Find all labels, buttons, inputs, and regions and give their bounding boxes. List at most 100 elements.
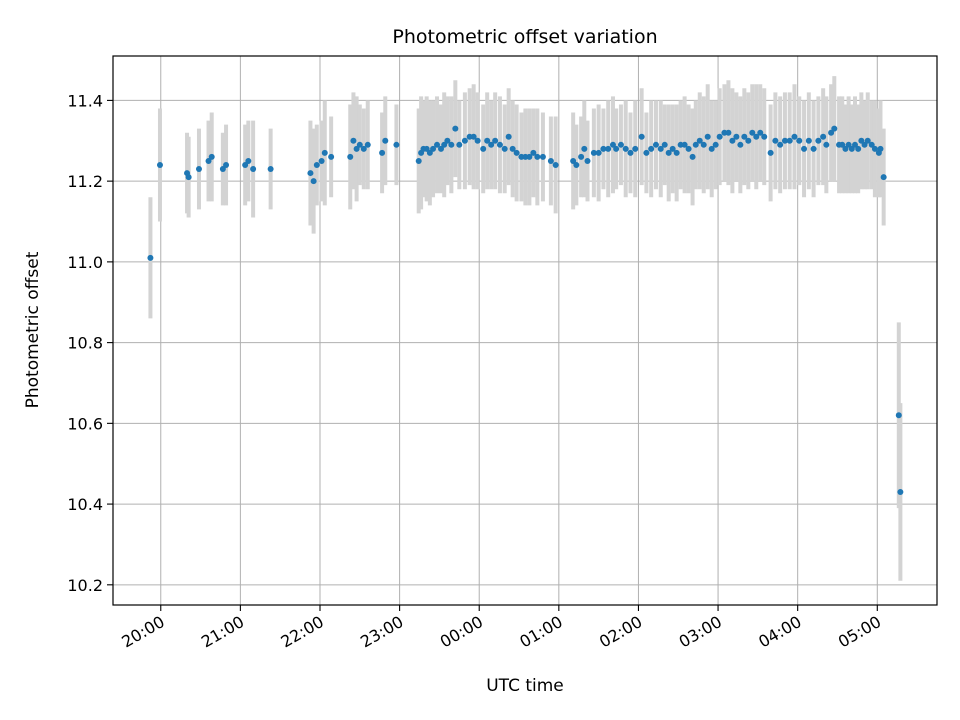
y-tick-label: 10.8 [67, 334, 103, 353]
data-point [156, 161, 163, 168]
data-point [461, 137, 468, 144]
data-point [733, 133, 740, 140]
data-point [430, 145, 437, 152]
plot-area-frame [112, 55, 938, 606]
data-point [350, 137, 357, 144]
data-point [685, 145, 692, 152]
data-point [267, 166, 274, 173]
data-point [897, 488, 904, 495]
data-point [356, 141, 363, 148]
data-point [777, 141, 784, 148]
data-point [452, 125, 459, 132]
data-point [573, 161, 580, 168]
y-tick-label: 10.4 [67, 495, 103, 514]
data-point [700, 141, 707, 148]
data-point [590, 149, 597, 156]
data-point [488, 141, 495, 148]
data-point [781, 137, 788, 144]
data-point [823, 141, 830, 148]
data-point [696, 137, 703, 144]
chart-title: Photometric offset variation [392, 26, 657, 48]
data-point [552, 161, 559, 168]
y-axis-ticks: 10.2 10.4 10.6 10.8 11.0 11.2 11.4 [67, 91, 113, 595]
data-point [456, 141, 463, 148]
data-point [652, 141, 659, 148]
data-point [815, 137, 822, 144]
data-point [509, 145, 516, 152]
data-point [205, 157, 212, 164]
data-point [496, 141, 503, 148]
grid-lines [113, 56, 937, 605]
data-point [393, 141, 400, 148]
data-point [526, 153, 533, 160]
data-point [307, 170, 314, 177]
data-point [745, 137, 752, 144]
data-point [681, 141, 688, 148]
data-point [805, 137, 812, 144]
data-point [147, 254, 154, 261]
data-point [880, 174, 887, 181]
data-point [530, 149, 537, 156]
data-point [864, 137, 871, 144]
data-point [208, 153, 215, 160]
data-point [851, 141, 858, 148]
data-point [753, 133, 760, 140]
data-point [708, 145, 715, 152]
data-point [415, 157, 422, 164]
data-point [657, 145, 664, 152]
data-point [861, 141, 868, 148]
data-point [534, 153, 541, 160]
data-point [513, 149, 520, 156]
data-point [627, 149, 634, 156]
y-axis-label: Photometric offset [23, 251, 43, 408]
data-point [858, 137, 865, 144]
data-point [492, 137, 499, 144]
data-point [796, 137, 803, 144]
data-point [868, 141, 875, 148]
data-point [643, 149, 650, 156]
data-point [712, 141, 719, 148]
data-point [895, 412, 902, 419]
data-point [505, 133, 512, 140]
data-point [613, 145, 620, 152]
y-tick-label: 11.2 [67, 172, 103, 191]
data-point [772, 137, 779, 144]
data-point [423, 145, 430, 152]
data-point [767, 149, 774, 156]
data-point [632, 145, 639, 152]
data-point [855, 145, 862, 152]
data-point [310, 178, 317, 185]
data-point [622, 145, 629, 152]
data-point [353, 145, 360, 152]
data-point [595, 149, 602, 156]
data-point [692, 141, 699, 148]
data-point [185, 174, 192, 181]
data-point [547, 157, 554, 164]
data-point [801, 145, 808, 152]
data-point [729, 137, 736, 144]
data-point [242, 161, 249, 168]
data-point [313, 161, 320, 168]
data-point [638, 133, 645, 140]
data-point [480, 145, 487, 152]
data-point [669, 145, 676, 152]
data-point [250, 166, 257, 173]
data-point [444, 137, 451, 144]
data-point [219, 166, 226, 173]
data-point [578, 153, 585, 160]
data-point [716, 133, 723, 140]
data-point [661, 141, 668, 148]
data-point [791, 133, 798, 140]
data-point [474, 137, 481, 144]
data-point [438, 145, 445, 152]
data-point [761, 133, 768, 140]
data-point [570, 157, 577, 164]
data-point [617, 141, 624, 148]
data-point [501, 145, 508, 152]
data-point [741, 133, 748, 140]
data-point [328, 153, 335, 160]
data-point [347, 153, 354, 160]
data-point [828, 129, 835, 136]
data-point [673, 149, 680, 156]
